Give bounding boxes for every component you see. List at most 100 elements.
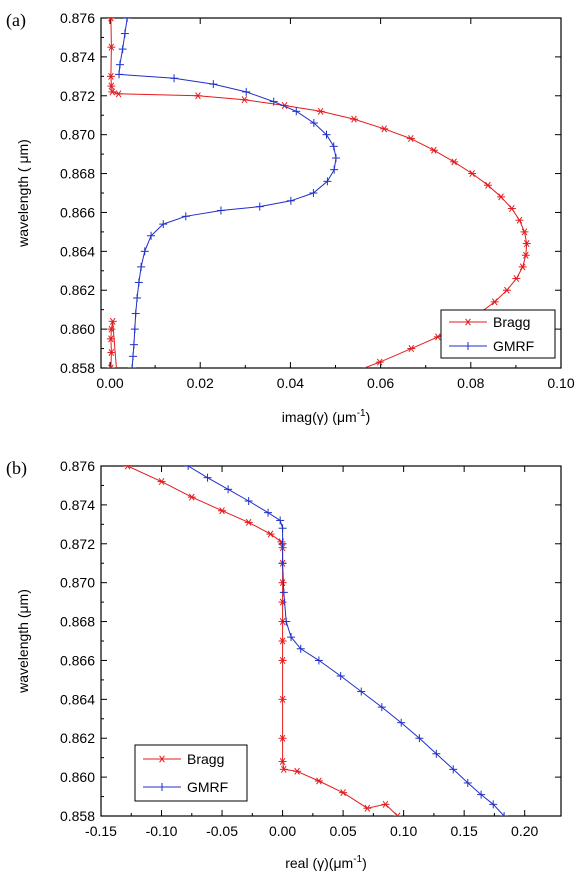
legend-label-bragg: Bragg [187, 751, 224, 767]
y-tick-label: 0.874 [60, 497, 95, 513]
marker-stroke [351, 115, 357, 123]
x-tick-label: -0.10 [146, 823, 178, 839]
data-point [286, 196, 295, 205]
x-tick-label: -0.05 [206, 823, 238, 839]
data-point [483, 181, 492, 189]
legend: Bragg GMRF [440, 309, 556, 359]
data-point [107, 82, 116, 90]
x-axis-title-end: ) [362, 855, 367, 871]
x-tick-label: 0.05 [329, 823, 356, 839]
marker-stroke [109, 88, 116, 96]
x-tick-label: 0.20 [511, 823, 538, 839]
marker-stroke [394, 812, 399, 816]
data-point [224, 485, 233, 494]
data-point [330, 165, 339, 174]
data-point [203, 473, 212, 482]
data-point [170, 74, 179, 83]
marker-stroke [188, 493, 195, 501]
data-point [329, 142, 338, 151]
legend-marker [158, 783, 166, 791]
y-tick-label: 0.858 [60, 808, 95, 824]
y-tick-label: 0.862 [60, 282, 95, 298]
data-point [363, 804, 372, 812]
data-point [269, 97, 278, 106]
data-point [133, 294, 142, 302]
data-point [489, 800, 498, 809]
x-tick-label: 0.10 [547, 375, 574, 391]
legend-marker [158, 755, 166, 763]
data-point [377, 703, 386, 712]
data-point [114, 90, 123, 98]
marker-stroke [108, 364, 112, 368]
marker-stroke [381, 125, 388, 133]
y-tick-label: 0.872 [60, 536, 95, 552]
marker-stroke [108, 43, 115, 51]
data-point [264, 508, 273, 517]
y-tick-label: 0.860 [60, 769, 95, 785]
panel-label: (b) [6, 458, 27, 479]
data-point [108, 88, 117, 96]
marker-stroke [241, 96, 248, 104]
x-tick-label: 0.00 [96, 375, 123, 391]
marker-stroke [376, 358, 383, 366]
y-axis-title: wavelength ( μm) [15, 139, 31, 248]
data-point [244, 497, 253, 505]
legend-label-bragg: Bragg [493, 314, 530, 330]
data-point [209, 80, 218, 89]
legend-marker [464, 342, 472, 350]
data-point [106, 72, 115, 80]
data-point [187, 493, 196, 501]
marker-stroke [364, 804, 371, 812]
data-point [278, 695, 287, 703]
legend: Bragg GMRF [134, 744, 248, 802]
marker-stroke [279, 695, 286, 703]
marker-stroke [340, 789, 346, 797]
marker-stroke [279, 758, 286, 766]
data-point [380, 125, 389, 133]
x-tick-label: 0.06 [367, 375, 394, 391]
marker-stroke [108, 348, 115, 356]
data-point [500, 812, 509, 816]
data-point [115, 70, 124, 79]
marker-stroke [465, 318, 471, 326]
data-point [244, 518, 253, 526]
y-tick-label: 0.866 [60, 652, 95, 668]
y-tick-label: 0.876 [60, 10, 95, 26]
marker-stroke [516, 216, 523, 224]
data-point [147, 231, 156, 240]
marker-stroke [498, 193, 504, 201]
data-point [507, 205, 516, 213]
data-point [266, 530, 275, 538]
y-tick-label: 0.862 [60, 730, 95, 746]
data-point [502, 286, 511, 294]
data-point [279, 588, 288, 597]
data-point [323, 177, 332, 186]
data-point [518, 263, 527, 271]
marker-stroke [523, 251, 529, 259]
data-point [129, 340, 138, 349]
x-axis-title-end: ) [366, 409, 371, 425]
marker-stroke [110, 364, 114, 368]
data-point [520, 228, 529, 236]
data-point [309, 189, 318, 197]
marker-stroke [451, 158, 457, 166]
data-point [278, 656, 287, 664]
data-point [123, 18, 132, 22]
data-point [128, 364, 137, 368]
marker-stroke [159, 755, 165, 763]
data-point [331, 154, 340, 162]
data-point [296, 644, 305, 653]
data-point [449, 765, 458, 774]
data-point [157, 478, 166, 486]
data-point [129, 352, 138, 361]
marker-stroke [279, 579, 286, 587]
marker-stroke [408, 135, 414, 143]
y-tick-label: 0.870 [60, 127, 95, 143]
data-point [108, 317, 117, 325]
marker-stroke [281, 102, 288, 109]
data-point [316, 107, 325, 115]
marker-stroke [115, 90, 122, 98]
data-point [278, 539, 287, 548]
y-tick-label: 0.864 [60, 243, 95, 259]
x-axis-title-main: real (γ)(μm [285, 855, 353, 871]
